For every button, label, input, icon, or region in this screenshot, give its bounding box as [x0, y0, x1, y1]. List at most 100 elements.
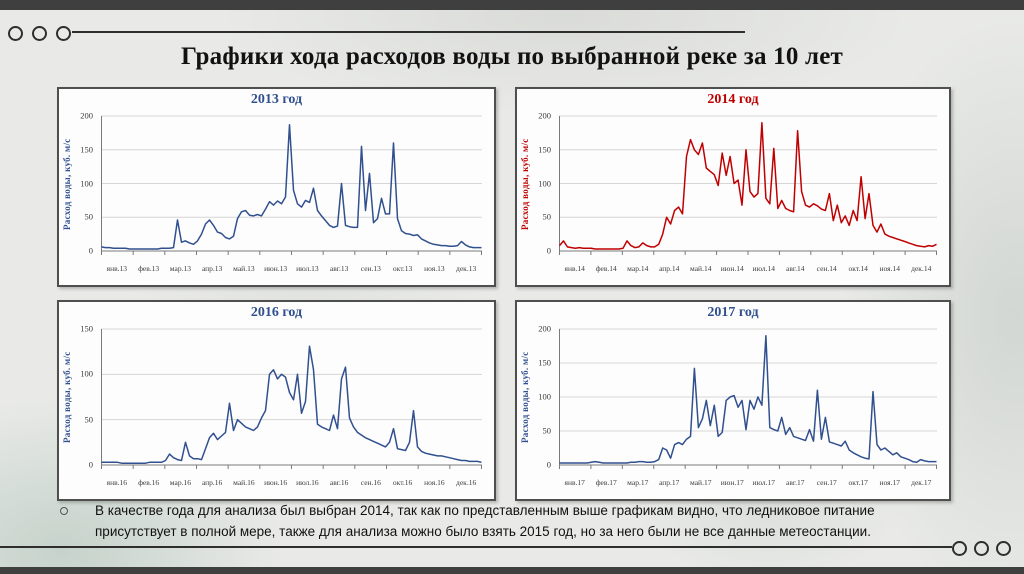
- x-tick-label: июн.16: [264, 478, 288, 487]
- y-tick-label: 0: [546, 459, 551, 470]
- footer-decor-line: [0, 546, 952, 548]
- y-tick-label: 150: [80, 323, 93, 334]
- x-tick-label: ноя.13: [424, 264, 445, 273]
- x-tick-label: авг.13: [329, 264, 349, 273]
- top-edge-bar: [0, 0, 1024, 10]
- y-tick-label: 0: [546, 245, 551, 256]
- x-tick-label: мар.14: [627, 264, 649, 273]
- x-tick-label: июн.17: [720, 478, 744, 487]
- x-tick-label: янв.13: [106, 264, 128, 273]
- y-tick-label: 50: [84, 414, 94, 425]
- x-tick-label: сен.14: [816, 264, 837, 273]
- note-text: В качестве года для анализа был выбран 2…: [95, 503, 875, 539]
- x-tick-label: апр.14: [659, 264, 680, 273]
- x-tick-label: фев.17: [595, 478, 617, 487]
- x-tick-label: июн.14: [720, 264, 744, 273]
- x-tick-label: май.17: [690, 478, 712, 487]
- x-tick-label: май.13: [233, 264, 255, 273]
- plot-area: [101, 115, 482, 255]
- y-tick-label: 0: [88, 459, 93, 470]
- x-tick-label: окт.13: [392, 264, 413, 273]
- y-tick-label: 0: [88, 245, 93, 256]
- x-tick-label: мар.17: [627, 478, 649, 487]
- y-tick-label: 100: [538, 391, 551, 402]
- header-decor-line: [72, 31, 745, 33]
- x-tick-label: янв.16: [106, 478, 128, 487]
- x-tick-label: апр.16: [201, 478, 223, 487]
- x-tick-label: окт.16: [392, 478, 413, 487]
- x-tick-label: янв.14: [564, 264, 585, 273]
- y-tick-label: 150: [80, 144, 93, 155]
- decor-circle-icon: [974, 541, 989, 556]
- chart-title: 2017 год: [707, 305, 759, 320]
- x-tick-label: ноя.14: [879, 264, 900, 273]
- x-tick-label: апр.13: [201, 264, 223, 273]
- x-tick-label: сен.13: [360, 264, 381, 273]
- x-axis-ticks: янв.13 фев.13 мар.13 апр.13 май.13 июн.13 июл.…: [101, 264, 482, 276]
- y-tick-label: 50: [542, 425, 552, 436]
- note-bullet-icon: [60, 507, 68, 515]
- x-tick-label: окт.17: [848, 478, 868, 487]
- x-tick-label: июн.13: [264, 264, 288, 273]
- x-tick-label: авг.17: [786, 478, 805, 487]
- y-tick-label: 100: [80, 368, 93, 379]
- y-tick-label: 100: [538, 178, 551, 188]
- y-tick-label: 200: [538, 323, 551, 334]
- x-tick-label: фев.14: [595, 264, 617, 273]
- y-axis-ticks: 0 50 100 150: [61, 324, 97, 470]
- line-plot-svg: [101, 115, 482, 255]
- line-plot-svg: [559, 328, 937, 469]
- x-tick-label: авг.14: [786, 264, 805, 273]
- x-tick-label: авг.16: [329, 478, 349, 487]
- chart-title: 2016 год: [250, 305, 303, 320]
- y-tick-label: 200: [538, 110, 551, 121]
- plot-area: [559, 328, 937, 469]
- bottom-edge-bar: [0, 567, 1024, 574]
- chart-2014: 2014 год Расход воды, куб. м/с 0 50 100 150…: [515, 87, 951, 287]
- chart-2016: 2016 год Расход воды, куб. м/с 0 50 100 150…: [57, 300, 496, 501]
- y-tick-label: 150: [538, 357, 551, 368]
- x-tick-label: янв.17: [564, 478, 585, 487]
- decor-circle-icon: [996, 541, 1011, 556]
- y-axis-ticks: 0 50 100 150 200: [519, 111, 555, 256]
- decor-circle-icon: [8, 26, 23, 41]
- x-tick-label: июл.14: [752, 264, 776, 273]
- chart-2017: 2017 год Расход воды, куб. м/с 0 50 100 150…: [515, 300, 951, 501]
- x-axis-ticks: янв.16 фев.16 мар.16 апр.16 май.16 июн.16 июл.…: [101, 478, 482, 490]
- line-plot-svg: [101, 328, 482, 469]
- plot-area: [101, 328, 482, 469]
- x-axis-ticks: янв.17 фев.17 мар.17 апр.17 май.17 июн.17 июл.…: [559, 478, 937, 490]
- y-tick-label: 150: [538, 144, 551, 155]
- x-tick-label: дек.14: [911, 264, 932, 273]
- x-tick-label: май.16: [233, 478, 255, 487]
- decor-circle-icon: [56, 26, 71, 41]
- x-axis-ticks: янв.14 фев.14 мар.14 апр.14 май.14 июн.14 июл.…: [559, 264, 937, 276]
- x-tick-label: июл.17: [752, 478, 776, 487]
- y-axis-ticks: 0 50 100 150 200: [61, 111, 97, 256]
- x-tick-label: дек.16: [456, 478, 477, 487]
- x-tick-label: ноя.17: [879, 478, 900, 487]
- chart-title: 2014 год: [707, 92, 759, 107]
- x-tick-label: апр.17: [659, 478, 680, 487]
- y-tick-label: 50: [84, 211, 94, 222]
- x-tick-label: июл.16: [296, 478, 319, 487]
- chart-title: 2013 год: [250, 92, 303, 107]
- y-tick-label: 200: [80, 110, 93, 121]
- chart-2013: 2013 год Расход воды, куб. м/с 0 50 100 150…: [57, 87, 496, 287]
- decor-circle-icon: [952, 541, 967, 556]
- y-tick-label: 50: [542, 211, 552, 222]
- x-tick-label: мар.13: [169, 264, 191, 273]
- y-tick-label: 100: [80, 178, 93, 188]
- x-tick-label: май.14: [690, 264, 712, 273]
- x-tick-label: сен.16: [360, 478, 381, 487]
- x-tick-label: дек.17: [911, 478, 932, 487]
- decor-circle-icon: [32, 26, 47, 41]
- line-plot-svg: [558, 115, 937, 255]
- y-axis-ticks: 0 50 100 150 200: [519, 324, 555, 470]
- x-tick-label: мар.16: [169, 478, 191, 487]
- x-tick-label: фев.13: [138, 264, 160, 273]
- slide-title: Графики хода расходов воды по выбранной …: [181, 43, 843, 70]
- x-tick-label: июл.13: [296, 264, 319, 273]
- x-tick-label: сен.17: [816, 478, 837, 487]
- plot-area: [558, 115, 937, 255]
